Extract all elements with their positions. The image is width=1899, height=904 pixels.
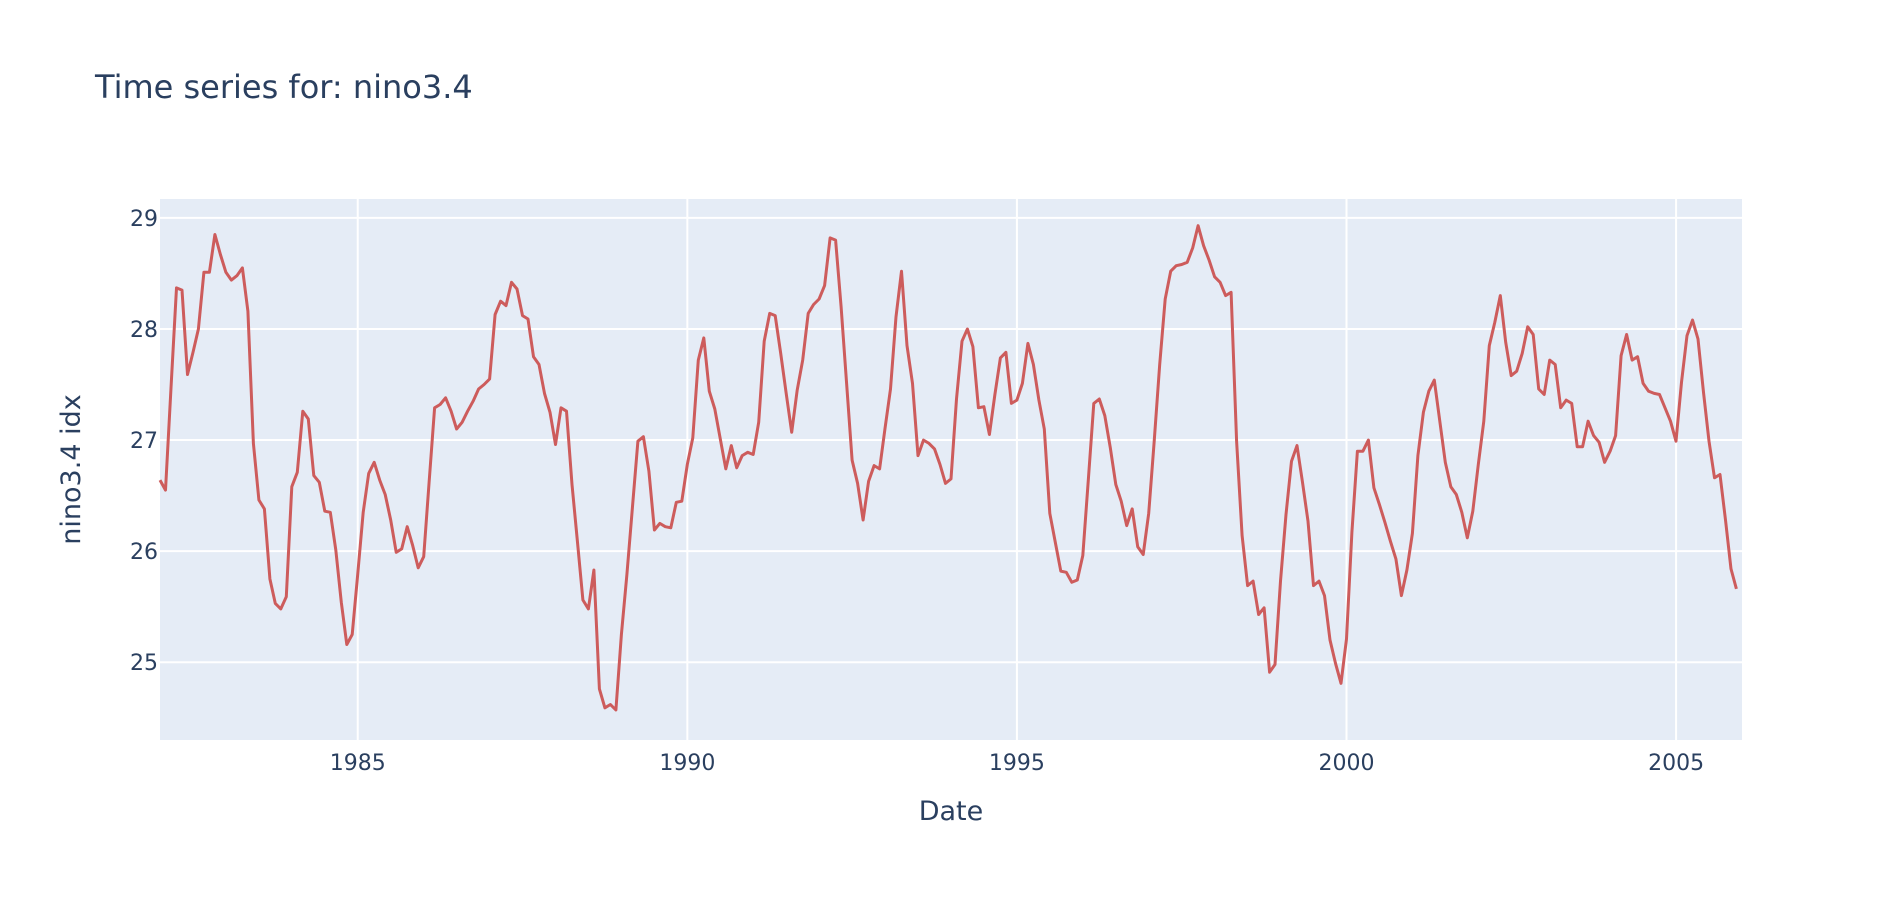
y-axis-ticks: 25 26 27 28 29 — [130, 207, 158, 676]
x-axis-ticks: 1985 1990 1995 2000 2005 — [330, 751, 1704, 776]
x-tick-label: 1990 — [659, 751, 715, 776]
series-line-nino3-4 — [158, 224, 1738, 712]
chart-title: Time series for: nino3.4 — [94, 68, 473, 106]
y-tick-label: 26 — [130, 540, 158, 565]
y-gridlines — [160, 216, 1742, 664]
x-axis-label: Date — [919, 796, 984, 827]
y-tick-label: 25 — [130, 651, 158, 676]
y-tick-label: 28 — [130, 318, 158, 343]
y-tick-label: 27 — [130, 429, 158, 454]
x-tick-label: 2005 — [1648, 751, 1704, 776]
y-tick-label: 29 — [130, 207, 158, 232]
x-tick-label: 2000 — [1319, 751, 1375, 776]
x-tick-label: 1995 — [989, 751, 1045, 776]
y-axis-label: nino3.4 idx — [56, 394, 87, 544]
x-tick-label: 1985 — [330, 751, 386, 776]
